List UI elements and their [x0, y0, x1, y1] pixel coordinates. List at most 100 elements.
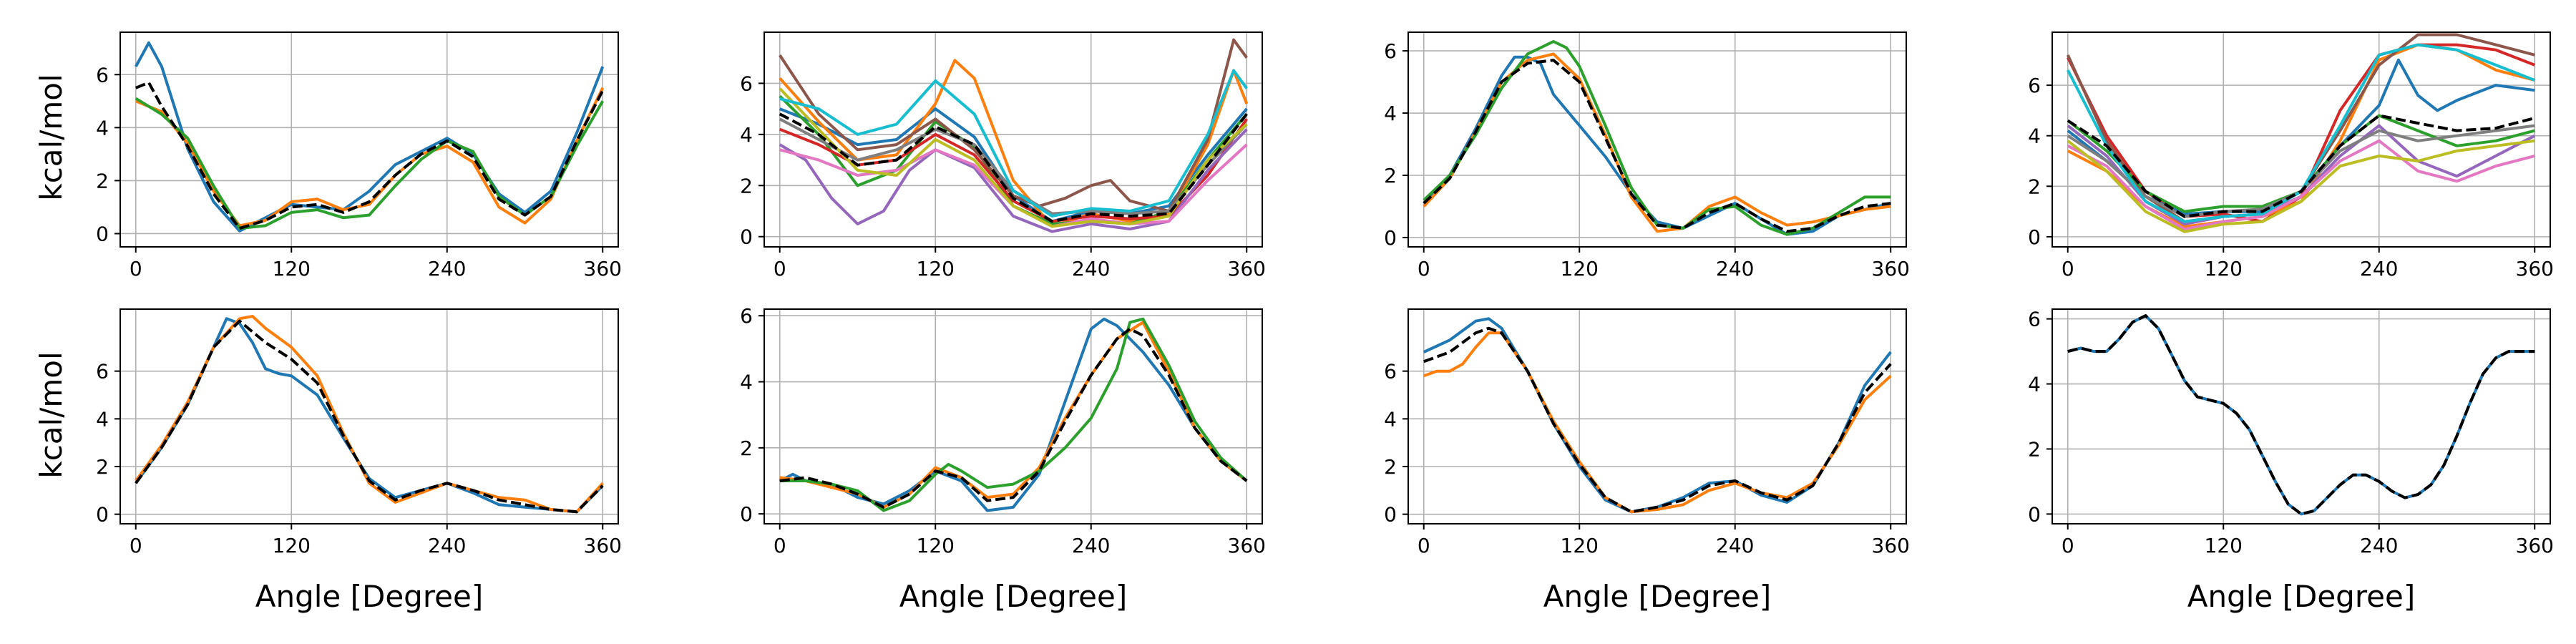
y-tick-label: 0 — [96, 222, 109, 245]
series-line-4 — [779, 128, 1248, 233]
mean-dashed-line — [779, 112, 1248, 223]
series-line-1 — [1423, 331, 1892, 514]
x-tick-label: 360 — [2516, 534, 2554, 557]
plot-area — [120, 309, 618, 524]
y-tick-label: 6 — [740, 72, 753, 95]
y-tick-label: 0 — [740, 225, 753, 249]
axes-frame — [763, 308, 1263, 525]
y-tick-label: 0 — [96, 503, 109, 527]
y-tick-label: 2 — [740, 436, 753, 460]
y-tick-label: 2 — [740, 174, 753, 197]
plot-area — [1408, 32, 1906, 247]
y-tick-label: 2 — [96, 455, 109, 479]
x-tick-label: 0 — [2062, 534, 2074, 557]
x-tick-label: 120 — [2205, 534, 2243, 557]
x-tick-label: 240 — [1716, 257, 1754, 280]
y-tick-label: 0 — [1384, 226, 1397, 250]
mean-dashed-line — [135, 319, 604, 514]
series-group — [135, 41, 605, 233]
y-tick-label: 6 — [2028, 308, 2041, 331]
y-tick-label: 6 — [740, 304, 753, 328]
x-tick-label: 360 — [584, 534, 622, 557]
subplot-r0-c0: 0 120 240 360 0 2 4 6 — [96, 31, 622, 280]
mean-dashed-line — [2067, 314, 2535, 516]
x-tick-label: 360 — [1872, 534, 1910, 557]
subplot-r1-c3: 0 120 240 360 0 2 4 6 — [2028, 308, 2554, 557]
series-group — [779, 317, 1248, 512]
series-line-0 — [135, 317, 604, 514]
series-line-1 — [779, 59, 1249, 228]
plot-area — [1408, 309, 1906, 524]
x-tick-label: 360 — [584, 257, 622, 280]
axes-frame — [1407, 31, 1907, 248]
y-tick-label: 4 — [740, 371, 753, 394]
x-tick-label: 240 — [428, 257, 466, 280]
subplot-r1-c2: 0 120 240 360 0 2 4 6 — [1384, 308, 1910, 557]
x-tick-label: 0 — [130, 257, 142, 280]
axes-frame — [2051, 31, 2551, 248]
y-tick-label: 2 — [2028, 175, 2041, 198]
axes-frame — [2051, 308, 2551, 525]
y-tick-label: 4 — [96, 116, 109, 140]
plot-area — [2052, 32, 2550, 247]
x-tick-label: 120 — [273, 534, 311, 557]
series-line-9 — [779, 69, 1248, 218]
x-tick-label: 0 — [130, 534, 142, 557]
subplot-r1-c0: 0 120 240 360 0 2 4 6 — [96, 308, 622, 557]
series-group — [779, 38, 1249, 233]
y-tick-label: 2 — [1384, 164, 1397, 187]
subplot-r1-c1: 0 120 240 360 0 2 4 6 — [740, 304, 1266, 557]
y-tick-label: 4 — [96, 407, 109, 431]
y-tick-label: 6 — [96, 360, 109, 384]
y-tick-label: 0 — [2028, 225, 2041, 249]
x-tick-label: 360 — [1228, 534, 1266, 557]
x-tick-label: 0 — [774, 534, 786, 557]
y-tick-label: 0 — [2028, 502, 2041, 526]
ylabel-row-1: kcal/mol — [34, 351, 69, 478]
x-tick-label: 240 — [1072, 534, 1110, 557]
xlabel-col-3: Angle [Degree] — [2187, 579, 2416, 614]
y-tick-label: 2 — [96, 169, 109, 192]
y-tick-label: 4 — [2028, 373, 2041, 396]
subplot-r0-c1: 0 120 240 360 0 2 4 6 — [740, 31, 1266, 280]
series-line-8 — [779, 87, 1248, 228]
y-tick-label: 4 — [1384, 102, 1397, 125]
mean-dashed-line — [1423, 326, 1892, 514]
x-tick-label: 0 — [1418, 257, 1430, 280]
subplot-r0-c3: 0 120 240 360 0 2 4 6 — [2028, 31, 2554, 280]
series-group — [2066, 33, 2536, 233]
plot-area — [2052, 309, 2550, 524]
xlabel-col-2: Angle [Degree] — [1543, 579, 1772, 614]
series-group — [135, 315, 604, 514]
x-tick-label: 240 — [2360, 257, 2398, 280]
x-tick-label: 240 — [2360, 534, 2398, 557]
series-line-5 — [779, 38, 1248, 213]
xlabel-col-1: Angle [Degree] — [899, 579, 1128, 614]
ylabel-row-0: kcal/mol — [34, 74, 69, 200]
x-tick-label: 120 — [1561, 257, 1599, 280]
x-tick-label: 0 — [1418, 534, 1430, 557]
x-tick-label: 360 — [2516, 257, 2554, 280]
y-tick-label: 6 — [1384, 39, 1397, 63]
x-tick-label: 0 — [774, 257, 786, 280]
axes-frame — [1407, 308, 1907, 525]
y-tick-label: 2 — [1384, 455, 1397, 479]
axes-frame — [763, 31, 1263, 248]
x-tick-label: 120 — [917, 257, 955, 280]
x-tick-label: 120 — [917, 534, 955, 557]
y-tick-label: 4 — [1384, 407, 1397, 431]
series-line-8 — [2067, 139, 2535, 233]
x-tick-label: 360 — [1228, 257, 1266, 280]
mean-dashed-line — [779, 327, 1248, 509]
x-tick-label: 360 — [1872, 257, 1910, 280]
series-line-6 — [2067, 139, 2535, 231]
series-line-0 — [135, 41, 605, 233]
y-tick-label: 4 — [740, 123, 753, 147]
plot-area — [120, 32, 618, 247]
mean-dashed-line — [1423, 59, 1891, 233]
x-tick-label: 120 — [2205, 257, 2243, 280]
mean-dashed-line — [2067, 114, 2535, 218]
x-tick-label: 240 — [1716, 534, 1754, 557]
